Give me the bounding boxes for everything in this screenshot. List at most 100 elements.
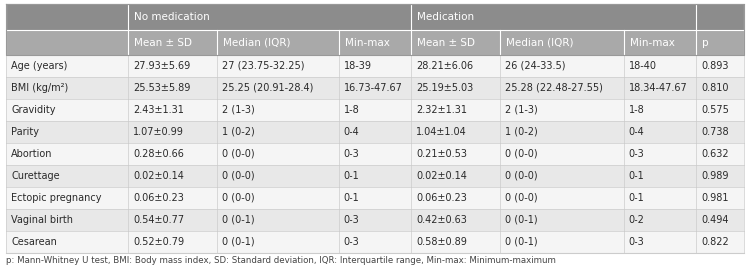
Bar (217, 99, 339, 121)
Bar (217, 77, 339, 99)
Text: 18-40: 18-40 (628, 61, 657, 71)
Text: No medication: No medication (134, 12, 210, 22)
Bar (624, 30, 696, 55)
Bar (500, 77, 624, 99)
Bar (624, 55, 696, 77)
Text: 1.04±1.04: 1.04±1.04 (416, 127, 467, 137)
Text: BMI (kg/m²): BMI (kg/m²) (11, 83, 68, 93)
Bar (6, 4, 128, 30)
Text: 1-8: 1-8 (344, 105, 359, 115)
Text: 0-1: 0-1 (344, 171, 359, 181)
Bar (411, 77, 500, 99)
Bar (217, 30, 339, 55)
Text: 1.07±0.99: 1.07±0.99 (133, 127, 184, 137)
Text: 18-39: 18-39 (344, 61, 372, 71)
Text: 0.738: 0.738 (701, 127, 729, 137)
Bar (128, 209, 217, 231)
Text: 0-3: 0-3 (344, 215, 359, 225)
Bar (6, 165, 128, 187)
Bar (128, 99, 217, 121)
Text: 0.21±0.53: 0.21±0.53 (416, 149, 467, 159)
Bar (696, 121, 744, 143)
Bar (624, 165, 696, 187)
Text: Min-max: Min-max (345, 38, 389, 47)
Text: 0.28±0.66: 0.28±0.66 (133, 149, 184, 159)
Bar (128, 143, 217, 165)
Text: 0-3: 0-3 (344, 237, 359, 247)
Text: 0.989: 0.989 (701, 171, 729, 181)
Bar (128, 187, 217, 209)
Text: 16.73-47.67: 16.73-47.67 (344, 83, 403, 93)
Text: 27.93±5.69: 27.93±5.69 (133, 61, 190, 71)
Text: Abortion: Abortion (11, 149, 53, 159)
Text: 0 (0-0): 0 (0-0) (221, 149, 254, 159)
Bar (128, 55, 217, 77)
Text: 28.21±6.06: 28.21±6.06 (416, 61, 473, 71)
Bar (339, 143, 411, 165)
Bar (128, 30, 217, 55)
Text: 0-3: 0-3 (344, 149, 359, 159)
Bar (6, 121, 128, 143)
Bar (217, 121, 339, 143)
Bar (339, 121, 411, 143)
Text: 0-1: 0-1 (344, 193, 359, 203)
Text: 0-4: 0-4 (628, 127, 644, 137)
Text: Curettage: Curettage (11, 171, 60, 181)
Bar (217, 231, 339, 253)
Bar (696, 55, 744, 77)
Bar (6, 231, 128, 253)
Text: Gravidity: Gravidity (11, 105, 56, 115)
Text: 0-2: 0-2 (628, 215, 644, 225)
Bar (411, 187, 500, 209)
Text: Mean ± SD: Mean ± SD (134, 38, 192, 47)
Text: 1-8: 1-8 (628, 105, 644, 115)
Bar (696, 30, 744, 55)
Bar (411, 231, 500, 253)
Text: 0 (0-0): 0 (0-0) (505, 149, 538, 159)
Text: Ectopic pregnancy: Ectopic pregnancy (11, 193, 101, 203)
Bar (411, 4, 696, 30)
Bar (6, 30, 128, 55)
Text: Vaginal birth: Vaginal birth (11, 215, 73, 225)
Bar (339, 30, 411, 55)
Text: 0.06±0.23: 0.06±0.23 (133, 193, 184, 203)
Bar (6, 143, 128, 165)
Bar (128, 4, 411, 30)
Bar (411, 121, 500, 143)
Bar (128, 121, 217, 143)
Bar (6, 77, 128, 99)
Bar (696, 77, 744, 99)
Text: 0-1: 0-1 (628, 193, 644, 203)
Bar (339, 165, 411, 187)
Text: p: Mann-Whitney U test, BMI: Body mass index, SD: Standard deviation, IQR: Inter: p: Mann-Whitney U test, BMI: Body mass i… (6, 256, 556, 265)
Bar (624, 209, 696, 231)
Bar (624, 99, 696, 121)
Bar (339, 55, 411, 77)
Bar (339, 209, 411, 231)
Bar (411, 99, 500, 121)
Text: Min-max: Min-max (630, 38, 674, 47)
Text: 0.981: 0.981 (701, 193, 729, 203)
Text: 0.06±0.23: 0.06±0.23 (416, 193, 467, 203)
Text: 27 (23.75-32.25): 27 (23.75-32.25) (221, 61, 304, 71)
Text: 0.893: 0.893 (701, 61, 729, 71)
Text: 0.02±0.14: 0.02±0.14 (133, 171, 184, 181)
Bar (624, 143, 696, 165)
Bar (624, 121, 696, 143)
Bar (696, 143, 744, 165)
Bar (500, 30, 624, 55)
Bar (411, 143, 500, 165)
Bar (217, 209, 339, 231)
Text: Parity: Parity (11, 127, 39, 137)
Bar (217, 165, 339, 187)
Text: 0.58±0.89: 0.58±0.89 (416, 237, 467, 247)
Text: p: p (702, 38, 709, 47)
Bar (500, 209, 624, 231)
Text: 0.822: 0.822 (701, 237, 729, 247)
Text: Age (years): Age (years) (11, 61, 68, 71)
Text: Medication: Medication (417, 12, 475, 22)
Text: 0 (0-1): 0 (0-1) (505, 215, 538, 225)
Text: 0-1: 0-1 (628, 171, 644, 181)
Text: 2 (1-3): 2 (1-3) (505, 105, 538, 115)
Bar (500, 187, 624, 209)
